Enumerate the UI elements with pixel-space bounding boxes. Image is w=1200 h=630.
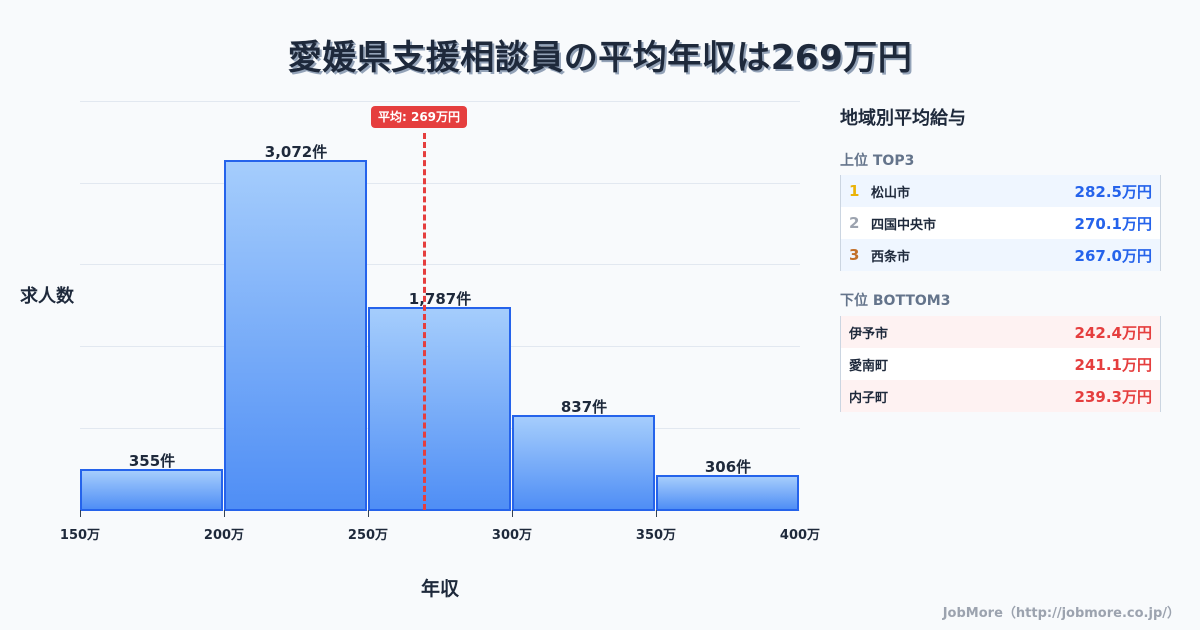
list-item: 内子町 239.3万円 (841, 380, 1160, 412)
city-name: 内子町 (849, 390, 889, 406)
gridline (80, 264, 800, 265)
bar-value-label: 306件 (704, 458, 752, 476)
city-name: 四国中央市 (871, 217, 937, 233)
list-item: 愛南町 241.1万円 (841, 348, 1160, 380)
salary-value: 241.1万円 (1074, 355, 1152, 374)
salary-value: 270.1万円 (1074, 214, 1152, 233)
city-name: 愛南町 (849, 358, 889, 374)
list-item: 2 四国中央市 270.1万円 (841, 207, 1160, 239)
histogram-bar (80, 469, 223, 511)
histogram-bar (224, 160, 367, 511)
bottom3-list: 伊予市 242.4万円 愛南町 241.1万円 内子町 239.3万円 (840, 316, 1161, 412)
salary-value: 267.0万円 (1074, 246, 1152, 265)
x-tick (224, 510, 225, 517)
x-tick-label: 350万 (635, 528, 677, 543)
x-tick-label: 200万 (203, 528, 245, 543)
source-credit: JobMore（http://jobmore.co.jp/） (942, 606, 1180, 621)
gridline (80, 183, 800, 184)
top3-label: 上位 TOP3 (840, 153, 915, 169)
x-tick-label: 250万 (347, 528, 389, 543)
rank-number: 1 (849, 182, 860, 200)
city-name: 西条市 (871, 249, 911, 265)
rank-number: 2 (849, 214, 860, 232)
bottom3-label: 下位 BOTTOM3 (840, 293, 951, 309)
list-item: 1 松山市 282.5万円 (841, 175, 1160, 207)
histogram-bar (368, 307, 511, 511)
city-name: 松山市 (871, 185, 911, 201)
city-name: 伊予市 (849, 326, 889, 342)
bar-value-label: 837件 (560, 398, 608, 416)
y-axis-label: 求人数 (20, 286, 74, 307)
bar-value-label: 3,072件 (264, 143, 328, 161)
salary-value: 242.4万円 (1074, 323, 1152, 342)
histogram-bar (512, 415, 655, 511)
histogram-bar (656, 475, 799, 511)
rank-number: 3 (849, 246, 860, 264)
x-tick (368, 510, 369, 517)
histogram-chart: 求人数 355件 3,072件 1,787件 837件 306件 平均: 269… (20, 101, 820, 600)
x-tick (80, 510, 81, 517)
bar-value-label: 1,787件 (408, 290, 472, 308)
x-tick-label: 400万 (779, 528, 821, 543)
x-tick (512, 510, 513, 517)
salary-value: 282.5万円 (1074, 182, 1152, 201)
list-item: 3 西条市 267.0万円 (841, 239, 1160, 271)
x-tick (656, 510, 657, 517)
bar-value-label: 355件 (128, 452, 176, 470)
list-item: 伊予市 242.4万円 (841, 316, 1160, 348)
average-line (423, 133, 426, 510)
top3-list: 1 松山市 282.5万円 2 四国中央市 270.1万円 3 西条市 267.… (840, 175, 1161, 271)
panel-title: 地域別平均給与 (840, 108, 966, 129)
salary-value: 239.3万円 (1074, 387, 1152, 406)
average-badge: 平均: 269万円 (371, 106, 468, 128)
x-tick-label: 300万 (491, 528, 533, 543)
gridline (80, 101, 800, 102)
page-title: 愛媛県支援相談員の平均年収は269万円 (287, 38, 913, 78)
x-tick-label: 150万 (59, 528, 101, 543)
x-axis-label: 年収 (420, 578, 459, 600)
